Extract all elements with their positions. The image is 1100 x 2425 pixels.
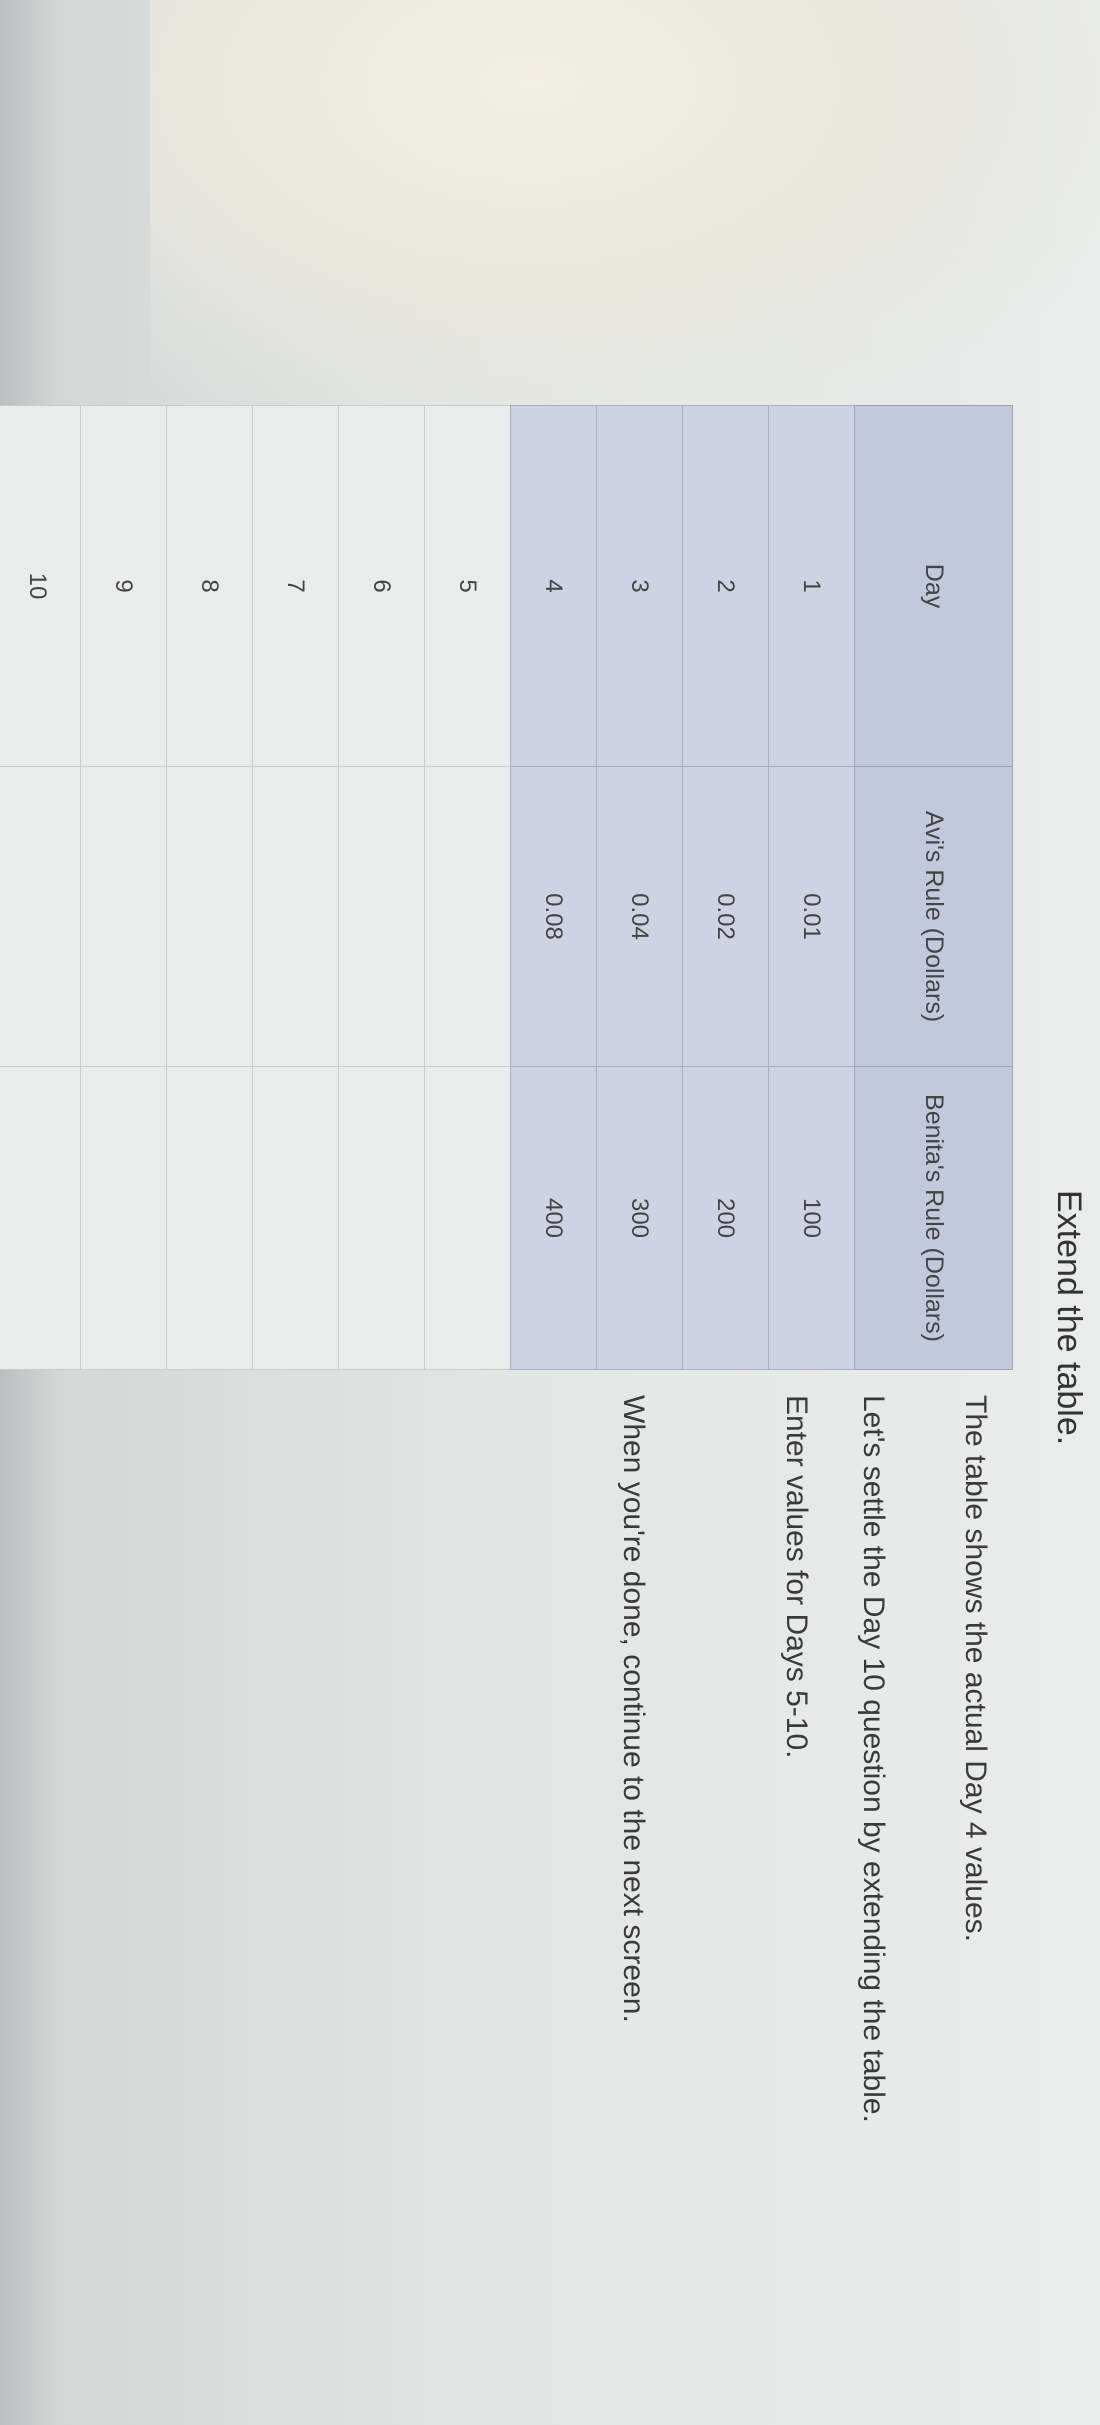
header-avi: Avi's Rule (Dollars)	[854, 766, 1013, 1067]
table-row: 6	[338, 405, 425, 1370]
benita-day-10-input[interactable]	[7, 1081, 68, 1355]
day-cell: 10	[0, 405, 81, 767]
instruction-4: When you're done, continue to the next s…	[617, 1395, 650, 2023]
header-benita: Benita's Rule (Dollars)	[854, 1066, 1013, 1370]
day-cell: 5	[424, 405, 511, 767]
table-row: 10	[0, 405, 81, 1370]
day-cell: 8	[166, 405, 253, 767]
table-row: 5	[424, 405, 511, 1370]
table-header: Day Avi's Rule (Dollars) Benita's Rule (…	[854, 405, 1013, 1370]
avi-input-cell[interactable]	[80, 766, 167, 1067]
day-cell: 6	[338, 405, 425, 767]
benita-value-cell: 200	[682, 1066, 769, 1370]
day-cell: 1	[768, 405, 855, 767]
instruction-1: The table shows the actual Day 4 values.	[959, 1395, 992, 1942]
table-row: 2 0.02 200	[682, 405, 769, 1370]
benita-day-9-input[interactable]	[93, 1081, 154, 1355]
benita-input-cell[interactable]	[338, 1066, 425, 1370]
benita-day-8-input[interactable]	[179, 1081, 240, 1355]
table-row: 3 0.04 300	[596, 405, 683, 1370]
benita-day-6-input[interactable]	[351, 1081, 412, 1355]
avi-input-cell[interactable]	[0, 766, 81, 1067]
instruction-3: Enter values for Days 5-10.	[780, 1395, 813, 1759]
avi-input-cell[interactable]	[252, 766, 339, 1067]
benita-input-cell[interactable]	[166, 1066, 253, 1370]
benita-day-5-input[interactable]	[437, 1081, 498, 1355]
avi-day-6-input[interactable]	[351, 780, 412, 1053]
avi-day-7-input[interactable]	[265, 780, 326, 1053]
avi-day-5-input[interactable]	[437, 780, 498, 1053]
day-cell: 4	[510, 405, 597, 767]
avi-input-cell[interactable]	[424, 766, 511, 1067]
benita-input-cell[interactable]	[0, 1066, 81, 1370]
day-cell: 2	[682, 405, 769, 767]
day-cell: 3	[596, 405, 683, 767]
avi-day-9-input[interactable]	[93, 780, 154, 1053]
instruction-2: Let's settle the Day 10 question by exte…	[857, 1395, 890, 2123]
avi-day-8-input[interactable]	[179, 780, 240, 1053]
rules-table: Day Avi's Rule (Dollars) Benita's Rule (…	[0, 405, 1013, 1370]
page-title: Extend the table.	[1050, 1190, 1088, 1446]
benita-value-cell: 400	[510, 1066, 597, 1370]
benita-value-cell: 100	[768, 1066, 855, 1370]
screen-glare	[150, 0, 1100, 420]
benita-input-cell[interactable]	[424, 1066, 511, 1370]
avi-value-cell: 0.01	[768, 766, 855, 1067]
day-cell: 9	[80, 405, 167, 767]
header-day: Day	[854, 405, 1013, 767]
day-cell: 7	[252, 405, 339, 767]
avi-value-cell: 0.08	[510, 766, 597, 1067]
avi-input-cell[interactable]	[166, 766, 253, 1067]
benita-input-cell[interactable]	[80, 1066, 167, 1370]
table-row: 4 0.08 400	[510, 405, 597, 1370]
table-row: 8	[166, 405, 253, 1370]
benita-value-cell: 300	[596, 1066, 683, 1370]
table-row: 7	[252, 405, 339, 1370]
benita-day-7-input[interactable]	[265, 1081, 326, 1355]
avi-day-10-input[interactable]	[7, 780, 68, 1053]
table-row: 9	[80, 405, 167, 1370]
avi-input-cell[interactable]	[338, 766, 425, 1067]
benita-input-cell[interactable]	[252, 1066, 339, 1370]
avi-value-cell: 0.04	[596, 766, 683, 1067]
avi-value-cell: 0.02	[682, 766, 769, 1067]
table-row: 1 0.01 100	[768, 405, 855, 1370]
